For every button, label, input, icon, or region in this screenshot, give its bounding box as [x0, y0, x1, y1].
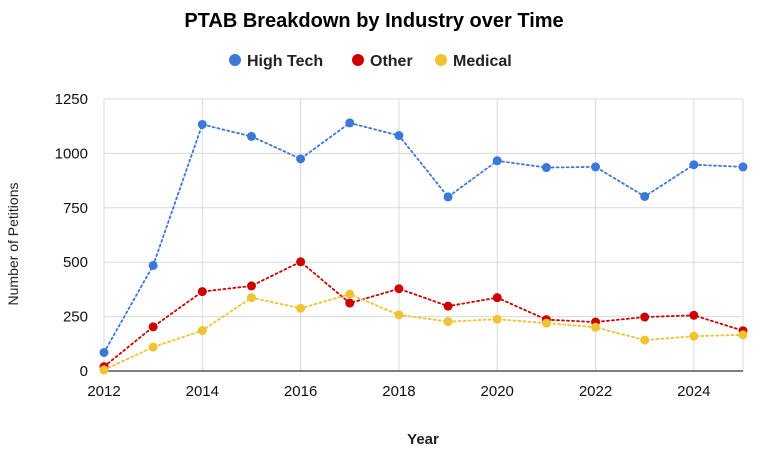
point-other-2019[interactable]	[443, 301, 453, 311]
series-line-high-tech	[103, 121, 744, 354]
point-high-tech-2014[interactable]	[197, 119, 207, 129]
point-medical-2016[interactable]	[296, 303, 306, 313]
legend-item-high-tech[interactable]: High Tech	[229, 53, 323, 70]
point-high-tech-2024[interactable]	[689, 160, 699, 170]
point-medical-2019[interactable]	[443, 317, 453, 327]
x-tick-label-2018: 2018	[382, 383, 415, 400]
legend-label-high-tech: High Tech	[247, 53, 323, 70]
point-medical-2013[interactable]	[148, 342, 158, 352]
series-high-tech	[99, 118, 748, 358]
point-medical-2023[interactable]	[640, 335, 650, 345]
legend-marker-medical	[435, 54, 447, 66]
point-medical-2017[interactable]	[345, 289, 355, 299]
legend-item-other[interactable]: Other	[352, 53, 413, 70]
legend-item-medical[interactable]: Medical	[435, 53, 512, 70]
point-high-tech-2025[interactable]	[738, 162, 748, 172]
legend-marker-high-tech	[229, 54, 241, 66]
point-medical-2021[interactable]	[541, 318, 551, 328]
point-medical-2018[interactable]	[394, 310, 404, 320]
legend-label-other: Other	[370, 53, 413, 70]
point-medical-2020[interactable]	[492, 314, 502, 324]
x-tick-label-2024: 2024	[677, 383, 710, 400]
point-medical-2015[interactable]	[246, 293, 256, 303]
axis-ticks: 0 250 500 750 1000 1250 2012 2014 2016 2018 2020 20…	[55, 91, 743, 400]
point-other-2023[interactable]	[640, 312, 650, 322]
point-high-tech-2012[interactable]	[99, 348, 109, 358]
y-tick-label-250: 250	[63, 309, 88, 326]
series-medical	[99, 289, 748, 375]
point-medical-2022[interactable]	[591, 322, 601, 332]
y-tick-label-500: 500	[63, 254, 88, 271]
y-tick-label-750: 750	[63, 200, 88, 217]
point-high-tech-2023[interactable]	[640, 191, 650, 201]
x-axis-title: Year	[407, 431, 439, 448]
point-high-tech-2022[interactable]	[591, 162, 601, 172]
x-tick-label-2020: 2020	[481, 383, 514, 400]
y-axis-title: Number of Petitions	[5, 183, 21, 306]
point-other-2016[interactable]	[296, 257, 306, 267]
point-other-2018[interactable]	[394, 284, 404, 294]
point-high-tech-2018[interactable]	[394, 131, 404, 141]
series-layer	[99, 118, 748, 375]
gridlines	[103, 98, 744, 371]
chart-title: PTAB Breakdown by Industry over Time	[184, 10, 563, 32]
point-other-2013[interactable]	[148, 322, 158, 332]
y-tick-label-1000: 1000	[55, 145, 88, 162]
point-high-tech-2016[interactable]	[296, 154, 306, 164]
point-medical-2025[interactable]	[738, 330, 748, 340]
x-tick-label-2016: 2016	[284, 383, 317, 400]
point-high-tech-2013[interactable]	[148, 260, 158, 270]
y-tick-label-0: 0	[80, 363, 88, 380]
legend-marker-other	[352, 54, 364, 66]
point-other-2024[interactable]	[689, 310, 699, 320]
point-high-tech-2019[interactable]	[443, 192, 453, 202]
legend-label-medical: Medical	[453, 53, 512, 70]
point-other-2017[interactable]	[345, 298, 355, 308]
series-line-medical	[103, 293, 744, 371]
y-tick-label-1250: 1250	[55, 91, 88, 108]
point-high-tech-2021[interactable]	[541, 163, 551, 173]
point-medical-2024[interactable]	[689, 331, 699, 341]
point-high-tech-2017[interactable]	[345, 118, 355, 128]
point-medical-2012[interactable]	[99, 365, 109, 375]
point-other-2015[interactable]	[246, 281, 256, 291]
point-other-2014[interactable]	[197, 287, 207, 297]
x-tick-label-2022: 2022	[579, 383, 612, 400]
point-medical-2014[interactable]	[197, 326, 207, 336]
series-line-other	[103, 260, 744, 368]
point-high-tech-2020[interactable]	[492, 156, 502, 166]
series-other	[99, 257, 748, 372]
point-high-tech-2015[interactable]	[246, 131, 256, 141]
x-tick-label-2014: 2014	[186, 383, 219, 400]
point-other-2020[interactable]	[492, 293, 502, 303]
x-tick-label-2012: 2012	[87, 383, 120, 400]
legend: High Tech Other Medical	[229, 53, 512, 70]
